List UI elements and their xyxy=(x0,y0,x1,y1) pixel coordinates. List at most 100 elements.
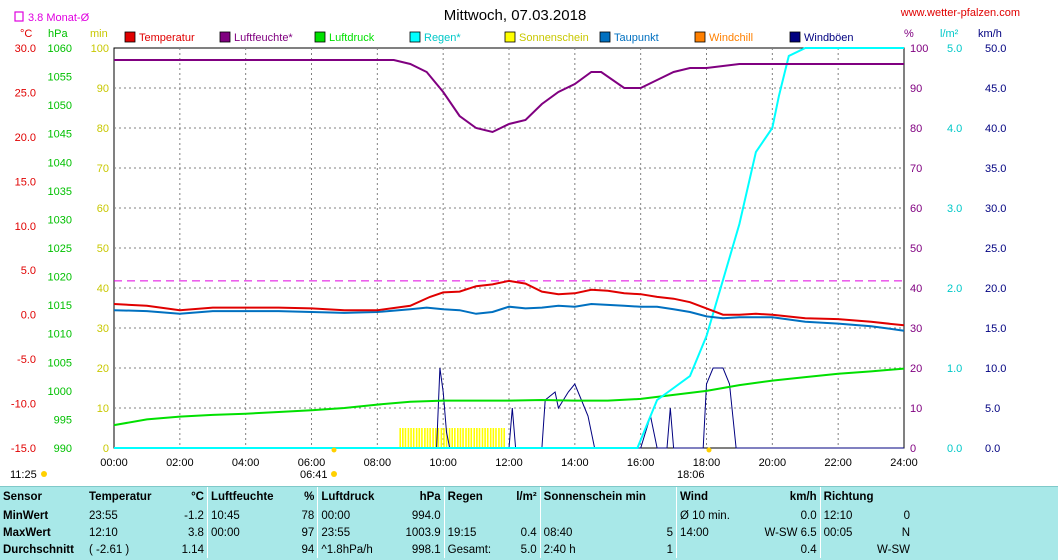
temp-tick-label: 25.0 xyxy=(15,87,36,99)
sunshine-bar xyxy=(500,428,503,448)
monthly-avg-icon xyxy=(14,11,24,22)
stats-cell: N xyxy=(901,526,910,539)
stats-cell: 78 xyxy=(301,509,315,522)
minutes-unit: min xyxy=(90,28,108,40)
sunrise-label: 06:41 xyxy=(300,469,328,481)
minute-tick-label: 100 xyxy=(91,43,109,55)
stats-cell: 994.0 xyxy=(411,509,441,522)
sunset-label: 18:06 xyxy=(677,469,705,481)
sunshine-bar xyxy=(418,428,421,448)
x-tick-label: 00:00 xyxy=(100,457,128,469)
stats-cell: 00:00 xyxy=(317,507,393,524)
stats-cell: 94 xyxy=(301,543,315,556)
sunshine-bar xyxy=(399,428,401,448)
stats-row-min: MinWert 23:55 -1.2 10:45 78 00:00 994.0 … xyxy=(0,507,913,524)
percent-tick-label: 100 xyxy=(910,43,928,55)
minute-tick-label: 0 xyxy=(103,443,109,455)
sunset-marker xyxy=(706,447,712,453)
stats-cell xyxy=(206,541,294,558)
rain-tick-label: 2.0 xyxy=(947,283,962,295)
temp-tick-label: 10.0 xyxy=(15,221,36,233)
sunshine-bar xyxy=(415,428,418,448)
rain-tick-label: 3.0 xyxy=(947,203,962,215)
stats-header-pressure: Luftdruck xyxy=(317,487,393,507)
sunshine-bar xyxy=(454,428,456,448)
stats-cell: 5.0 xyxy=(520,543,537,556)
sunshine-bar xyxy=(443,428,445,448)
percent-tick-label: 80 xyxy=(910,123,922,135)
stats-header-sun: Sonnenschein min xyxy=(539,487,677,507)
rain-tick-label: 4.0 xyxy=(947,123,962,135)
stats-cell: 1.14 xyxy=(181,543,204,556)
minute-tick-label: 20 xyxy=(97,363,109,375)
sunshine-bar xyxy=(486,428,489,448)
series-layer xyxy=(113,47,905,449)
percent-tick-label: 70 xyxy=(910,163,922,175)
series-line-regen xyxy=(114,47,904,449)
legend-swatch xyxy=(694,31,706,43)
stats-cell: W-SW xyxy=(876,543,910,556)
stats-row-label: MinWert xyxy=(3,509,49,522)
statistics-panel: Sensor Temperatur °C Luftfeuchte % Luftd… xyxy=(0,486,1058,560)
legend-label: Sonnenschein xyxy=(519,32,589,44)
stats-cell: Ø 10 min. xyxy=(676,507,747,524)
legend-label: Luftdruck xyxy=(329,32,375,44)
pressure-tick-label: 1040 xyxy=(48,157,72,169)
axes: 30.0 25.0 20.0 15.0 10.0 5.0 0.0 -5.0 -10.0 -15.0… xyxy=(11,43,1007,469)
sunshine-bar xyxy=(429,428,431,448)
stats-cell: 0.0 xyxy=(800,509,817,522)
sunshine-bar xyxy=(492,428,495,448)
stats-cell: 0 xyxy=(903,509,910,522)
pressure-tick-label: 1055 xyxy=(48,72,72,84)
percent-tick-label: 60 xyxy=(910,203,922,215)
legend-swatch xyxy=(504,31,516,43)
sunshine-bar xyxy=(476,428,478,448)
sunshine-bar xyxy=(478,428,481,448)
minute-tick-label: 90 xyxy=(97,83,109,95)
wind-tick-label: 40.0 xyxy=(985,123,1006,135)
stats-cell: 998.1 xyxy=(411,543,441,556)
stats-cell: 19:15 xyxy=(443,524,507,541)
temp-tick-label: 15.0 xyxy=(15,176,36,188)
stats-header-wind-unit: km/h xyxy=(789,491,817,503)
stats-cell: ( -2.61 ) xyxy=(89,543,130,556)
stats-cell xyxy=(539,507,643,524)
sunshine-bar xyxy=(426,428,429,448)
temp-unit: °C xyxy=(20,28,32,40)
website-label: www.wetter-pfalzen.com xyxy=(900,7,1020,19)
percent-tick-label: 30 xyxy=(910,323,922,335)
stats-cell xyxy=(642,507,676,524)
stats-cell: 2:40 h xyxy=(539,541,643,558)
sunshine-bar xyxy=(495,428,497,448)
percent-tick-label: 50 xyxy=(910,243,922,255)
minute-tick-label: 40 xyxy=(97,283,109,295)
stats-header-temperature: Temperatur xyxy=(89,491,152,503)
x-tick-label: 02:00 xyxy=(166,457,194,469)
wind-unit: km/h xyxy=(978,28,1002,40)
legend-label: Regen* xyxy=(424,32,461,44)
x-tick-label: 22:00 xyxy=(824,457,852,469)
sunshine-bar xyxy=(503,428,506,448)
pressure-tick-label: 1005 xyxy=(48,357,72,369)
stats-header-temperature-unit: °C xyxy=(191,491,204,503)
stats-cell: 23:55 xyxy=(89,509,118,522)
sunshine-bar xyxy=(456,428,459,448)
pressure-tick-label: 1060 xyxy=(48,43,72,55)
stats-cell: 12:10 xyxy=(89,526,118,539)
sunrise-marker xyxy=(331,447,337,453)
sunshine-bar xyxy=(437,428,440,448)
stats-row-label: Durchschnitt xyxy=(3,543,74,556)
sunshine-bar xyxy=(481,428,484,448)
sunrise-icon xyxy=(331,471,337,477)
wind-tick-label: 50.0 xyxy=(985,43,1006,55)
sunshine-bar xyxy=(440,428,443,448)
sunshine-bar xyxy=(412,428,415,448)
stats-cell xyxy=(676,541,747,558)
sunshine-bar xyxy=(489,428,492,448)
stats-cell: 00:05 xyxy=(819,524,865,541)
series-line-taupunkt xyxy=(113,302,905,332)
daylength-sun-icon xyxy=(41,471,47,477)
stats-header-sensor: Sensor xyxy=(3,491,42,503)
sunshine-bar xyxy=(445,428,448,448)
percent-tick-label: 20 xyxy=(910,363,922,375)
